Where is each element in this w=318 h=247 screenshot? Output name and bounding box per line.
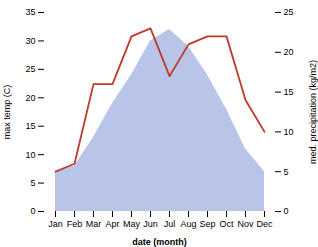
svg-text:max temp (C): max temp (C) xyxy=(2,85,12,140)
svg-text:med. precipitation (kg/m2): med. precipitation (kg/m2) xyxy=(308,60,318,164)
svg-text:25: 25 xyxy=(284,7,294,17)
svg-text:15: 15 xyxy=(284,87,294,97)
svg-text:Sep: Sep xyxy=(199,219,215,229)
svg-text:Jun: Jun xyxy=(143,219,158,229)
svg-text:Jan: Jan xyxy=(48,219,63,229)
svg-text:20: 20 xyxy=(284,47,294,57)
svg-text:Aug: Aug xyxy=(180,219,196,229)
svg-text:Nov: Nov xyxy=(237,219,254,229)
svg-text:Jul: Jul xyxy=(164,219,176,229)
svg-text:5: 5 xyxy=(30,178,35,188)
svg-text:10: 10 xyxy=(284,127,294,137)
svg-text:15: 15 xyxy=(25,121,35,131)
svg-text:date (month): date (month) xyxy=(132,237,187,247)
svg-text:20: 20 xyxy=(25,93,35,103)
svg-text:Apr: Apr xyxy=(105,219,119,229)
svg-text:0: 0 xyxy=(284,206,289,216)
svg-text:Oct: Oct xyxy=(219,219,234,229)
svg-text:Dec: Dec xyxy=(256,219,273,229)
svg-text:25: 25 xyxy=(25,64,35,74)
svg-text:35: 35 xyxy=(25,7,35,17)
svg-text:5: 5 xyxy=(284,167,289,177)
svg-text:May: May xyxy=(123,219,141,229)
svg-text:Mar: Mar xyxy=(86,219,102,229)
svg-text:10: 10 xyxy=(25,150,35,160)
svg-text:30: 30 xyxy=(25,36,35,46)
svg-text:Feb: Feb xyxy=(67,219,83,229)
svg-text:0: 0 xyxy=(30,206,35,216)
